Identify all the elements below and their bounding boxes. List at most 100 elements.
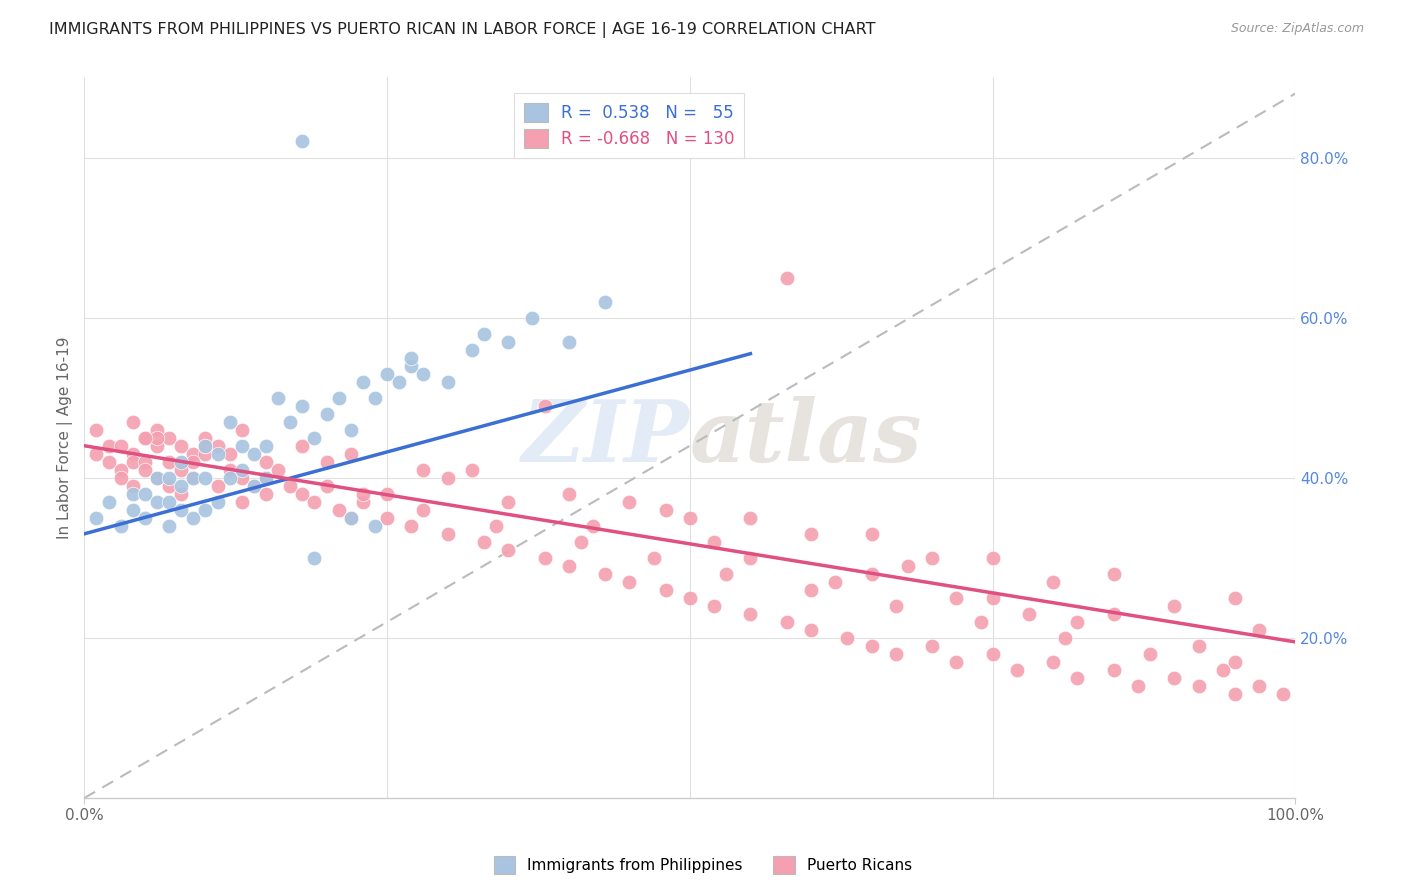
Point [1187,679,1209,693]
Point [181,447,204,461]
Point [375,511,398,525]
Point [1102,607,1125,621]
Point [401,351,423,365]
Point [243,479,266,493]
Point [1126,679,1149,693]
Point [121,479,143,493]
Point [643,550,665,565]
Point [569,534,592,549]
Point [146,471,169,485]
Point [181,455,204,469]
Point [740,511,762,525]
Point [339,447,361,461]
Point [157,518,180,533]
Point [703,599,725,613]
Point [1139,647,1161,661]
Point [1223,687,1246,701]
Point [110,439,132,453]
Point [339,511,361,525]
Point [619,574,641,589]
Point [291,439,314,453]
Text: Source: ZipAtlas.com: Source: ZipAtlas.com [1230,22,1364,36]
Point [1102,663,1125,677]
Point [412,503,434,517]
Point [837,631,859,645]
Point [388,375,411,389]
Point [146,439,169,453]
Point [654,582,676,597]
Point [207,479,229,493]
Point [157,431,180,445]
Point [981,550,1004,565]
Point [278,479,301,493]
Point [679,511,702,525]
Point [207,495,229,509]
Point [86,447,108,461]
Point [243,479,266,493]
Point [824,574,846,589]
Point [157,455,180,469]
Point [654,503,676,517]
Point [740,607,762,621]
Point [472,326,495,341]
Point [436,471,458,485]
Point [1066,615,1088,629]
Point [304,495,326,509]
Point [897,558,920,573]
Point [194,439,217,453]
Point [352,487,374,501]
Point [231,471,253,485]
Point [582,518,605,533]
Point [157,479,180,493]
Point [86,423,108,437]
Point [412,463,434,477]
Point [146,471,169,485]
Point [593,294,616,309]
Point [800,623,823,637]
Point [1066,671,1088,685]
Point [1005,663,1028,677]
Point [121,455,143,469]
Point [776,615,799,629]
Point [146,423,169,437]
Point [254,487,277,501]
Point [194,447,217,461]
Point [170,439,193,453]
Point [352,495,374,509]
Point [254,471,277,485]
Point [328,391,350,405]
Point [218,447,240,461]
Point [436,375,458,389]
Point [170,463,193,477]
Point [364,391,387,405]
Point [194,439,217,453]
Point [461,343,484,357]
Point [412,367,434,381]
Point [1163,671,1185,685]
Point [231,423,253,437]
Point [267,391,290,405]
Point [97,439,120,453]
Point [860,526,883,541]
Point [776,270,799,285]
Point [593,566,616,581]
Y-axis label: In Labor Force | Age 16-19: In Labor Force | Age 16-19 [58,336,73,539]
Point [1042,655,1064,669]
Point [558,487,581,501]
Point [231,439,253,453]
Point [1223,591,1246,605]
Point [716,566,738,581]
Point [619,495,641,509]
Point [121,447,143,461]
Point [800,526,823,541]
Point [170,455,193,469]
Point [121,487,143,501]
Point [496,334,519,349]
Point [375,487,398,501]
Point [278,415,301,429]
Point [218,471,240,485]
Point [945,591,967,605]
Point [1272,687,1295,701]
Point [461,463,484,477]
Point [496,542,519,557]
